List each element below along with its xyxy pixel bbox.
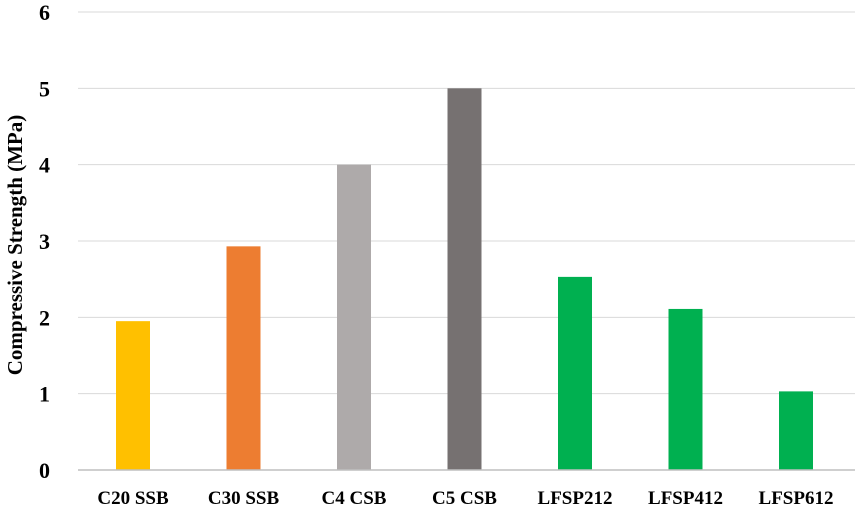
x-category-label: LFSP612 (759, 488, 834, 509)
y-tick-label: 0 (39, 458, 50, 483)
y-tick-label: 5 (39, 76, 50, 101)
bars (116, 88, 813, 470)
y-tick-labels: 0 1 2 3 4 5 6 (39, 0, 50, 483)
y-tick-label: 3 (39, 229, 50, 254)
y-tick-label: 4 (39, 153, 50, 178)
y-axis-title: Compressive Strength (MPa) (3, 115, 27, 376)
x-category-label: C20 SSB (97, 488, 169, 509)
y-tick-label: 2 (39, 305, 50, 330)
x-category-label: C4 CSB (322, 488, 387, 509)
bar-lfsp612 (779, 391, 813, 470)
x-category-label: LFSP412 (648, 488, 723, 509)
bar-c20-ssb (116, 321, 150, 470)
x-category-label: C30 SSB (208, 488, 280, 509)
x-category-label: LFSP212 (538, 488, 613, 509)
y-tick-label: 6 (39, 0, 50, 25)
x-category-labels: C20 SSB C30 SSB C4 CSB C5 CSB LFSP212 LFSP412… (97, 488, 833, 509)
y-tick-label: 1 (39, 382, 50, 407)
bar-c4-csb (337, 164, 371, 470)
x-category-label: C5 CSB (432, 488, 497, 509)
bar-lfsp412 (668, 308, 703, 470)
bar-lfsp212 (558, 276, 592, 470)
bar-c5-csb (447, 88, 482, 470)
bar-c30-ssb (226, 246, 261, 470)
